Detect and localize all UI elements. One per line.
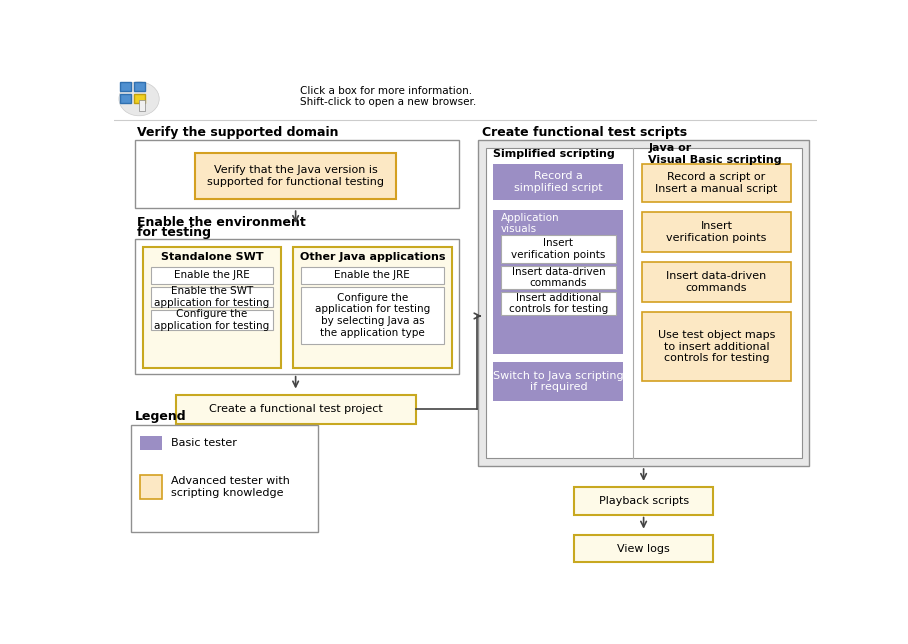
Bar [151,287,273,307]
Text: Advanced tester with
scripting knowledge: Advanced tester with scripting knowledge [171,476,290,498]
Bar [301,267,444,283]
Bar [175,395,416,424]
Text: Insert data-driven
commands: Insert data-driven commands [666,271,766,293]
Bar [143,247,281,368]
Bar [642,262,791,302]
Text: Configure the
application for testing
by selecting Java as
the application type: Configure the application for testing by… [315,293,430,337]
Text: Application
visuals: Application visuals [501,213,559,234]
Bar [642,312,791,381]
Text: Basic tester: Basic tester [171,438,237,448]
Ellipse shape [119,82,159,116]
Text: Record a script or
Insert a manual script: Record a script or Insert a manual scrip… [656,172,777,194]
Bar [120,94,132,104]
Bar [574,487,714,515]
Bar [501,292,616,315]
Text: Create functional test scripts: Create functional test scripts [481,126,686,139]
Text: Create a functional test project: Create a functional test project [209,404,382,414]
Text: Insert data-driven
commands: Insert data-driven commands [511,267,605,289]
Bar [140,475,162,499]
Text: Simplified scripting: Simplified scripting [493,149,615,159]
Bar [151,267,273,283]
Text: Enable the environment: Enable the environment [137,216,305,229]
Bar [574,535,714,562]
Bar [642,164,791,202]
Text: Switch to Java scripting
if required: Switch to Java scripting if required [493,371,624,392]
Bar [195,153,397,199]
Text: Shift-click to open a new browser.: Shift-click to open a new browser. [300,97,476,107]
Text: View logs: View logs [617,544,670,554]
Text: Other Java applications: Other Java applications [300,252,445,263]
Text: Insert
verification points: Insert verification points [666,222,766,243]
Bar [293,247,452,368]
Text: Insert additional
controls for testing: Insert additional controls for testing [508,293,608,314]
Text: Standalone SWT: Standalone SWT [161,252,263,263]
Text: Use test object maps
to insert additional
controls for testing: Use test object maps to insert additiona… [657,330,775,363]
Bar [486,148,802,459]
Bar [501,266,616,289]
Text: Click a box for more information.: Click a box for more information. [300,86,471,96]
Text: Configure the
application for testing: Configure the application for testing [154,309,270,330]
Bar [135,140,459,208]
Bar [140,436,162,450]
Text: Record a
simplified script: Record a simplified script [514,171,603,193]
Bar [151,310,273,330]
Text: Java or
Visual Basic scripting: Java or Visual Basic scripting [648,144,782,165]
Text: for testing: for testing [137,226,211,240]
Bar [135,239,459,374]
Bar [301,287,444,344]
Bar [493,164,624,200]
Bar [501,235,616,263]
Bar [642,212,791,252]
Bar [120,82,132,91]
Bar [133,82,145,91]
Bar [493,362,624,401]
Bar [131,425,318,531]
Text: Verify the supported domain: Verify the supported domain [137,126,339,139]
Text: Legend: Legend [135,410,187,422]
Text: Enable the JRE: Enable the JRE [174,270,250,280]
Text: Playback scripts: Playback scripts [598,496,688,506]
Text: Enable the SWT
application for testing: Enable the SWT application for testing [154,286,270,308]
Bar [133,94,145,104]
Bar [478,140,809,466]
Text: Insert
verification points: Insert verification points [511,238,606,260]
Bar [139,100,145,111]
Bar [493,210,624,354]
Text: Verify that the Java version is
supported for functional testing: Verify that the Java version is supporte… [207,165,384,187]
Text: Enable the JRE: Enable the JRE [334,270,410,280]
